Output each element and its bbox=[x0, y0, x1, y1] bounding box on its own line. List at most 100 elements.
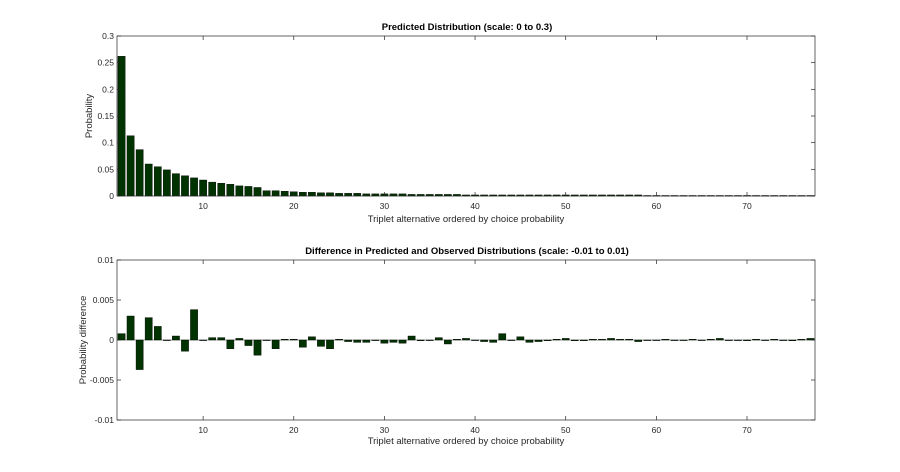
x-tick-label: 30 bbox=[380, 425, 390, 435]
x-axis: 10 20 30 40 50 60 70 bbox=[198, 260, 752, 435]
predicted-distribution-chart: Predicted Distribution (scale: 0 to 0.3)… bbox=[84, 22, 816, 225]
bar bbox=[163, 169, 171, 197]
bar bbox=[135, 339, 144, 370]
bar bbox=[543, 339, 552, 342]
bar bbox=[416, 339, 425, 342]
bar bbox=[643, 339, 652, 341]
bar bbox=[725, 339, 733, 341]
y-axis-label: Probability difference bbox=[78, 296, 89, 385]
bar bbox=[552, 339, 561, 341]
bar bbox=[271, 339, 280, 350]
y-tick-label: -0.005 bbox=[90, 375, 114, 385]
bar bbox=[788, 339, 797, 342]
bar bbox=[244, 339, 253, 346]
y-tick-label: 0.1 bbox=[102, 138, 114, 148]
x-axis-label: Triplet alternative ordered by choice pr… bbox=[368, 214, 565, 225]
bar bbox=[498, 333, 507, 341]
bar bbox=[489, 339, 498, 343]
bar bbox=[235, 185, 244, 197]
bar bbox=[570, 339, 579, 342]
bar bbox=[244, 186, 253, 197]
bar bbox=[308, 336, 316, 341]
bar bbox=[706, 339, 715, 341]
bar bbox=[353, 193, 362, 197]
y-tick-label: -0.01 bbox=[95, 415, 115, 425]
bar bbox=[172, 335, 180, 341]
bar bbox=[806, 338, 815, 341]
bar bbox=[317, 192, 325, 197]
y-tick-label: 0.005 bbox=[93, 295, 115, 305]
x-tick-label: 50 bbox=[561, 201, 571, 211]
bar bbox=[525, 339, 534, 343]
bar bbox=[280, 190, 289, 197]
bar bbox=[153, 166, 162, 197]
bar bbox=[425, 339, 434, 341]
x-axis: 10 20 30 40 50 60 70 bbox=[198, 36, 752, 211]
bar bbox=[652, 339, 661, 341]
x-tick-label: 40 bbox=[470, 201, 480, 211]
y-axis: 0 0.05 0.1 0.15 0.2 0.25 0.3 bbox=[97, 31, 815, 201]
bar bbox=[534, 339, 543, 342]
bar bbox=[507, 339, 516, 341]
y-tick-label: 0 bbox=[109, 191, 114, 201]
bar bbox=[335, 193, 343, 197]
bar bbox=[299, 192, 307, 197]
plot-area-frame bbox=[116, 35, 816, 197]
x-tick-label: 10 bbox=[198, 425, 208, 435]
x-axis-label: Triplet alternative ordered by choice pr… bbox=[368, 436, 565, 447]
bar bbox=[299, 339, 307, 348]
bar bbox=[434, 337, 443, 341]
bar bbox=[679, 339, 688, 341]
difference-distribution-chart: Difference in Predicted and Observed Dis… bbox=[78, 246, 816, 447]
x-tick-label: 20 bbox=[289, 425, 299, 435]
bar bbox=[362, 339, 371, 343]
bar bbox=[317, 339, 325, 347]
bar bbox=[444, 339, 452, 345]
y-axis: -0.01 -0.005 0 0.005 0.01 bbox=[90, 255, 815, 425]
y-tick-label: 0.01 bbox=[97, 255, 114, 265]
bar bbox=[217, 182, 226, 197]
bar bbox=[144, 317, 153, 341]
bar bbox=[407, 335, 416, 341]
x-tick-label: 60 bbox=[652, 201, 662, 211]
x-tick-label: 40 bbox=[470, 425, 480, 435]
x-tick-label: 20 bbox=[289, 201, 299, 211]
x-tick-label: 60 bbox=[652, 425, 662, 435]
y-tick-label: 0.3 bbox=[102, 31, 114, 41]
bar bbox=[670, 339, 679, 341]
x-tick-label: 30 bbox=[380, 201, 390, 211]
bar bbox=[326, 339, 334, 350]
bar bbox=[734, 339, 742, 341]
bar bbox=[480, 339, 488, 342]
bar bbox=[308, 192, 316, 197]
bar bbox=[208, 337, 217, 341]
bar bbox=[126, 135, 135, 197]
bar bbox=[752, 339, 760, 341]
bar bbox=[163, 339, 171, 341]
bar bbox=[289, 339, 298, 341]
y-axis-label: Probability bbox=[84, 94, 95, 139]
bar bbox=[181, 339, 189, 352]
bar bbox=[580, 339, 588, 342]
bar bbox=[235, 338, 244, 341]
bar bbox=[607, 338, 615, 341]
bar bbox=[117, 56, 126, 197]
bar bbox=[353, 339, 362, 343]
bar bbox=[453, 339, 461, 341]
x-tick-label: 70 bbox=[742, 425, 752, 435]
bar bbox=[797, 339, 806, 341]
bar bbox=[172, 173, 180, 197]
y-tick-label: 0.2 bbox=[102, 84, 114, 94]
bar bbox=[271, 190, 280, 197]
bar bbox=[389, 339, 398, 343]
chart-title: Difference in Predicted and Observed Dis… bbox=[305, 246, 629, 257]
bar bbox=[688, 339, 697, 341]
y-tick-label: 0.15 bbox=[97, 111, 114, 121]
bar bbox=[625, 339, 633, 341]
bar bbox=[262, 339, 271, 341]
bar bbox=[226, 339, 235, 350]
x-tick-label: 70 bbox=[742, 201, 752, 211]
bar bbox=[598, 339, 606, 341]
bar bbox=[371, 339, 380, 341]
y-tick-label: 0 bbox=[109, 335, 114, 345]
